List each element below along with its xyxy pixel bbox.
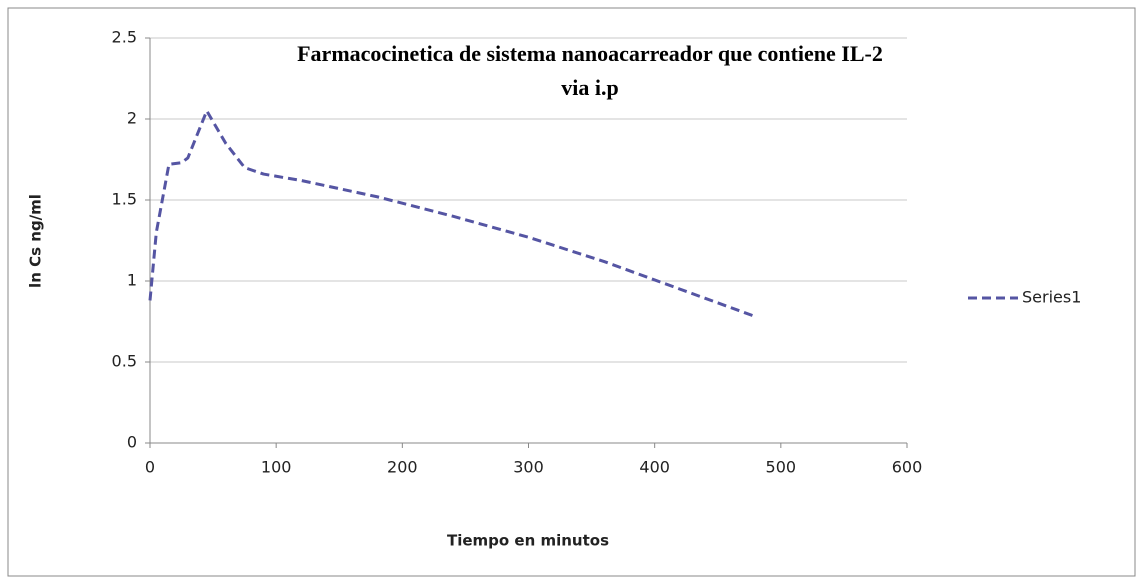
x-tick-label: 200	[387, 458, 418, 477]
y-tick-label: 2	[127, 109, 137, 128]
y-tick-label: 0.5	[112, 352, 137, 371]
x-axis-label: Tiempo en minutos	[447, 532, 609, 550]
data-line	[148, 109, 757, 319]
chart-border	[7, 7, 1136, 577]
y-tick-label: 1.5	[112, 190, 137, 209]
x-tick-label: 300	[513, 458, 544, 477]
y-tick-label: 1	[127, 271, 137, 290]
x-tick-label: 100	[261, 458, 292, 477]
x-tick-label: 400	[639, 458, 670, 477]
y-tick-label: 2.5	[112, 28, 137, 47]
legend-label: Series1	[1022, 288, 1081, 307]
x-tick-label: 0	[145, 458, 155, 477]
chart-title: via i.p	[561, 75, 618, 100]
y-axis-label: ln Cs ng/ml	[27, 194, 45, 288]
chart-title: Farmacocinetica de sistema nanoacarreado…	[297, 41, 883, 66]
x-tick-label: 500	[766, 458, 797, 477]
y-tick-label: 0	[127, 433, 137, 452]
x-tick-label: 600	[892, 458, 923, 477]
